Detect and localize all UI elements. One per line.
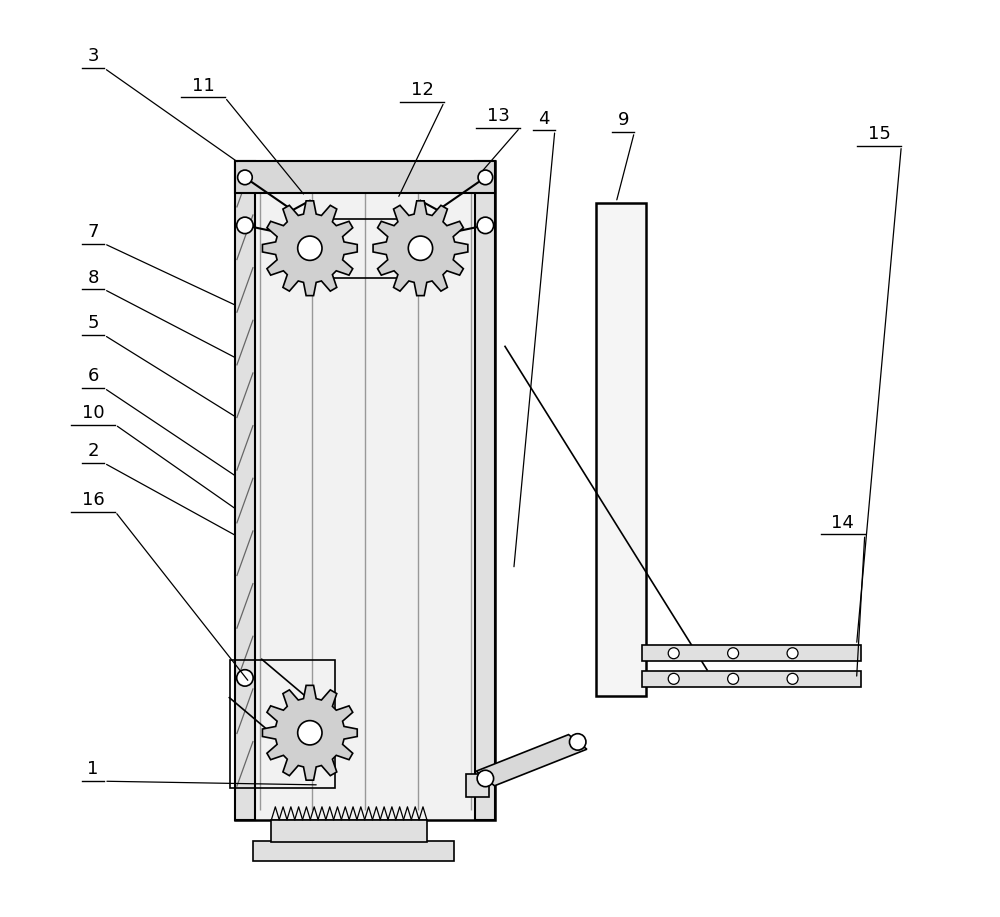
Text: 9: 9: [618, 111, 629, 129]
Circle shape: [569, 734, 586, 750]
Circle shape: [787, 647, 798, 658]
Bar: [230, 659, 335, 788]
Circle shape: [408, 236, 433, 260]
Bar: [642, 670, 861, 687]
Text: 1: 1: [87, 760, 99, 779]
Circle shape: [728, 647, 739, 658]
Text: 4: 4: [538, 109, 550, 127]
Text: 5: 5: [87, 315, 99, 332]
Text: 11: 11: [192, 77, 214, 94]
Circle shape: [478, 170, 493, 184]
Text: 10: 10: [82, 403, 104, 422]
Bar: [235, 161, 495, 193]
Bar: [235, 161, 495, 820]
Circle shape: [668, 673, 679, 684]
Text: 6: 6: [87, 368, 99, 385]
Bar: [235, 161, 255, 820]
Circle shape: [728, 673, 739, 684]
Polygon shape: [262, 685, 357, 780]
Text: 7: 7: [87, 223, 99, 241]
Text: 13: 13: [487, 106, 510, 125]
Bar: [253, 841, 454, 861]
Text: 12: 12: [411, 82, 434, 99]
Text: 16: 16: [82, 491, 105, 509]
Bar: [596, 203, 646, 696]
Bar: [642, 645, 861, 661]
Text: 15: 15: [868, 125, 891, 143]
Circle shape: [668, 647, 679, 658]
Circle shape: [237, 669, 253, 686]
Text: 3: 3: [87, 48, 99, 65]
Text: 14: 14: [831, 514, 854, 532]
Circle shape: [787, 673, 798, 684]
Polygon shape: [262, 201, 357, 295]
Circle shape: [477, 770, 494, 787]
Circle shape: [238, 170, 252, 184]
Polygon shape: [476, 735, 587, 786]
Bar: [271, 820, 427, 843]
Bar: [475, 161, 495, 820]
Circle shape: [237, 217, 253, 234]
Bar: [466, 774, 489, 797]
Polygon shape: [373, 201, 468, 295]
Circle shape: [298, 721, 322, 745]
Circle shape: [477, 217, 494, 234]
Circle shape: [298, 236, 322, 260]
Text: 2: 2: [87, 442, 99, 460]
Text: 8: 8: [87, 269, 99, 287]
